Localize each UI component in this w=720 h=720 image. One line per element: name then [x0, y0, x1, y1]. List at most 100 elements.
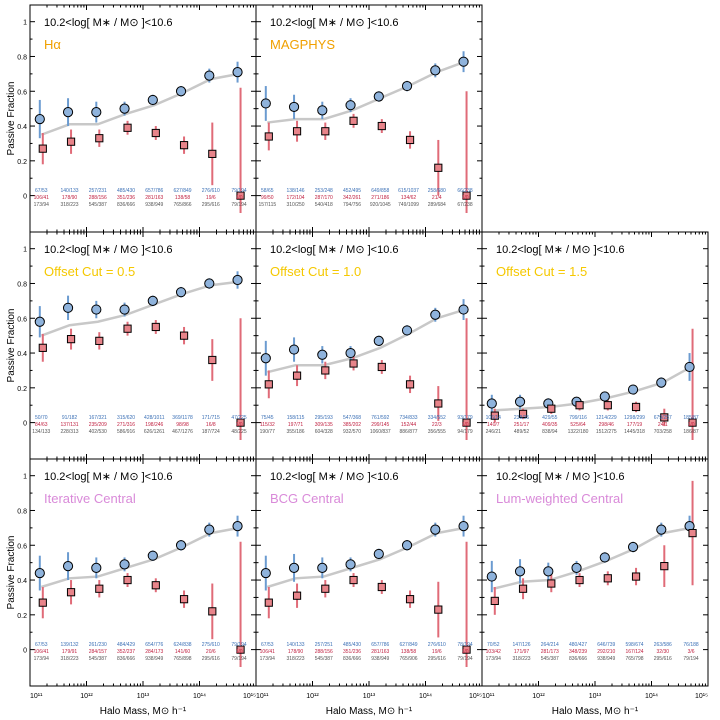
- count-label-grey: 187/724: [202, 429, 220, 435]
- all-point: [119, 559, 130, 570]
- all-point: [175, 287, 187, 298]
- count-label-red: 172/104: [287, 195, 305, 201]
- count-label-grey: 586/916: [117, 429, 135, 435]
- selected-point: [123, 324, 132, 333]
- y-tick-label: 1: [23, 247, 27, 254]
- all-point: [62, 302, 74, 313]
- selected-point: [434, 399, 443, 408]
- selected-point: [264, 598, 273, 607]
- model-line: [40, 72, 240, 136]
- count-label-blue: 452/495: [343, 188, 361, 194]
- all-point: [288, 101, 300, 113]
- all-point: [345, 559, 356, 570]
- all-point: [62, 107, 74, 118]
- count-label-red: 152/44: [401, 422, 417, 428]
- count-label-grey: 545/387: [541, 656, 559, 662]
- count-label-red: 281/163: [145, 195, 163, 201]
- all-point: [430, 309, 441, 320]
- y-tick-label: 1: [23, 474, 27, 481]
- count-label-blue: 598/674: [626, 642, 644, 648]
- chart-panel: 0 0.2 0.4 0.6 0.8 1 10.2<log[ M∗ / M⊙ ]<10.6 It…: [17, 458, 257, 700]
- count-label-blue: 646/739: [597, 642, 615, 648]
- all-point: [486, 398, 497, 409]
- x-axis-label: Halo Mass, M⊙ h⁻¹: [326, 706, 413, 717]
- selected-point: [405, 380, 415, 389]
- selected-point: [603, 574, 612, 583]
- count-label-blue: 253/248: [315, 188, 333, 194]
- selected-point: [95, 584, 104, 593]
- all-point: [288, 344, 300, 355]
- panel-label: 10.2<log[ M∗ / M⊙ ]<10.6: [496, 471, 625, 483]
- count-label-blue: 50/70: [35, 415, 48, 421]
- count-label-blue: 799/116: [569, 415, 587, 421]
- all-point: [62, 561, 74, 572]
- all-point: [430, 524, 441, 535]
- selected-point: [95, 336, 104, 345]
- method-title: Lum-weighted Central: [496, 491, 623, 506]
- count-label-blue: 66/238: [457, 188, 473, 194]
- all-point: [401, 80, 413, 92]
- all-point: [147, 94, 158, 106]
- x-tick-label: 10¹²: [80, 693, 93, 700]
- selected-point: [38, 343, 47, 352]
- count-label-grey: 545/387: [89, 656, 107, 662]
- x-tick-label: 10¹⁴: [193, 693, 206, 700]
- chart-panel: 10.2<log[ M∗ / M⊙ ]<10.6 MAGPHYS 58/65 138/…: [255, 4, 483, 233]
- y-tick-label: 0.8: [17, 508, 27, 515]
- count-label-blue: 147/126: [513, 642, 531, 648]
- selected-point: [603, 401, 612, 410]
- all-point: [175, 540, 187, 551]
- count-label-red: 3/6: [688, 649, 695, 655]
- count-label-blue: 734/833: [400, 415, 418, 421]
- all-point: [91, 107, 102, 118]
- method-title: Iterative Central: [44, 491, 136, 506]
- selected-point: [405, 135, 415, 145]
- selected-point: [631, 572, 641, 581]
- selected-point: [377, 121, 386, 131]
- count-label-blue: 1214/229: [596, 415, 617, 421]
- all-point: [599, 552, 610, 563]
- count-label-blue: 261/230: [89, 642, 107, 648]
- count-label-blue: 334/552: [428, 415, 446, 421]
- y-tick-label: 0: [23, 421, 27, 428]
- count-label-grey: 932/570: [343, 429, 361, 435]
- count-label-red: 167/124: [626, 649, 644, 655]
- count-label-red: 137/131: [61, 422, 79, 428]
- all-point: [147, 295, 158, 306]
- selected-point: [38, 144, 47, 153]
- count-label-grey: 489/52: [514, 429, 530, 435]
- selected-point: [462, 645, 471, 654]
- all-point: [458, 304, 469, 315]
- count-label-blue: 615/1037: [398, 188, 419, 194]
- selected-point: [575, 401, 584, 410]
- selected-point: [660, 413, 669, 422]
- count-label-grey: 604/328: [315, 429, 333, 435]
- panel-label: 10.2<log[ M∗ / M⊙ ]<10.6: [44, 471, 173, 483]
- all-point: [430, 65, 441, 76]
- count-label-grey: 173/94: [260, 656, 276, 662]
- method-title: Offset Cut = 1.0: [270, 264, 361, 279]
- count-label-grey: 836/666: [117, 656, 135, 662]
- selected-point: [123, 123, 132, 132]
- all-point: [458, 56, 469, 67]
- y-axis-label: Passive Fraction: [6, 82, 17, 156]
- all-point: [91, 304, 102, 315]
- count-label-grey: 938/949: [597, 656, 615, 662]
- x-tick-label: 10¹³: [137, 693, 150, 700]
- count-label-red: 21/4: [432, 195, 442, 201]
- count-label-red: 106/41: [34, 195, 50, 201]
- all-point: [627, 384, 639, 395]
- all-point: [147, 550, 158, 561]
- selected-point: [66, 588, 76, 597]
- count-label-grey: 540/418: [315, 202, 333, 208]
- y-axis-label: Passive Fraction: [6, 309, 17, 383]
- all-point: [317, 349, 328, 360]
- count-label-blue: 657/786: [371, 642, 389, 648]
- count-label-blue: 761/592: [371, 415, 389, 421]
- count-label-red: 1/0: [688, 422, 695, 428]
- count-label-grey: 545/387: [315, 656, 333, 662]
- all-point: [34, 113, 45, 125]
- selected-point: [321, 366, 330, 375]
- count-label-grey: 318/223: [61, 656, 79, 662]
- count-label-red: 288/156: [315, 649, 333, 655]
